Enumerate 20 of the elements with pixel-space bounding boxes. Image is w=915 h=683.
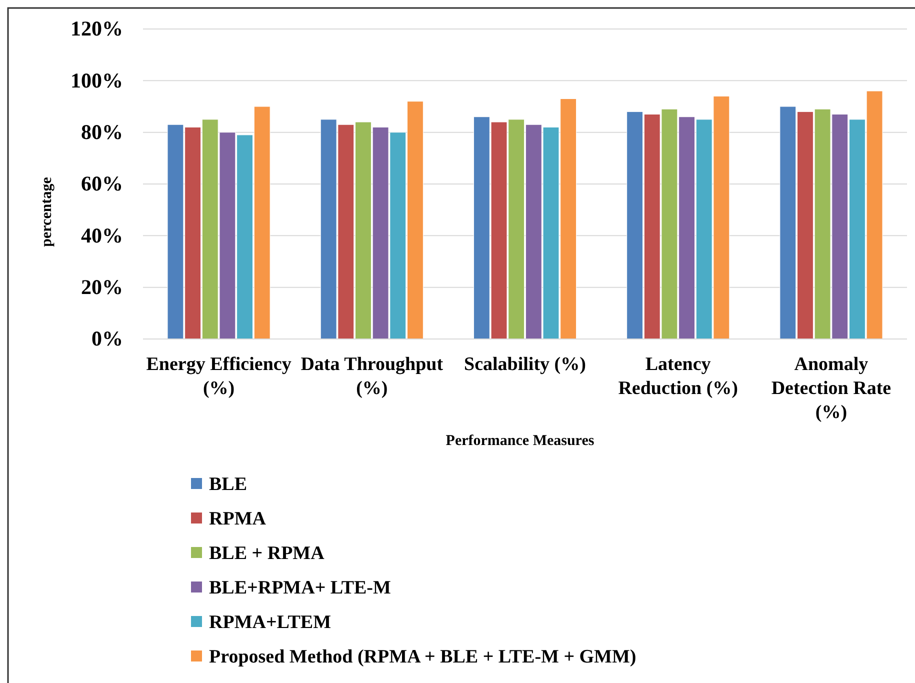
legend-label: Proposed Method (RPMA + BLE + LTE-M + GMM): [209, 646, 636, 668]
legend-label: RPMA+LTEM: [209, 612, 332, 633]
y-tick-label: 20%: [81, 275, 123, 300]
legend-label: RPMA: [209, 508, 266, 530]
x-tick-label: Energy Efficiency (%): [146, 354, 292, 399]
legend-label: BLE: [209, 474, 248, 495]
y-tick-label: 40%: [81, 223, 123, 248]
x-tick-label: Data Throughput (%): [300, 354, 444, 399]
x-tick-label: Anomaly Detection Rate (%): [771, 354, 892, 423]
x-tick-label: Scalability (%): [464, 354, 586, 375]
y-tick-label: 0%: [92, 326, 123, 351]
y-axis-title: percentage: [39, 176, 55, 247]
y-tick-label: 100%: [70, 68, 123, 92]
legend-label: BLE+RPMA+ LTE-M: [209, 578, 392, 598]
x-tick-label: Latency Reduction (%): [618, 354, 738, 399]
y-tick-label: 80%: [81, 120, 123, 144]
y-tick-label: 60%: [81, 172, 123, 196]
x-axis-title: Performance Measures: [446, 433, 594, 449]
y-tick-label: 120%: [70, 16, 123, 41]
legend-label: BLE + RPMA: [209, 543, 325, 564]
